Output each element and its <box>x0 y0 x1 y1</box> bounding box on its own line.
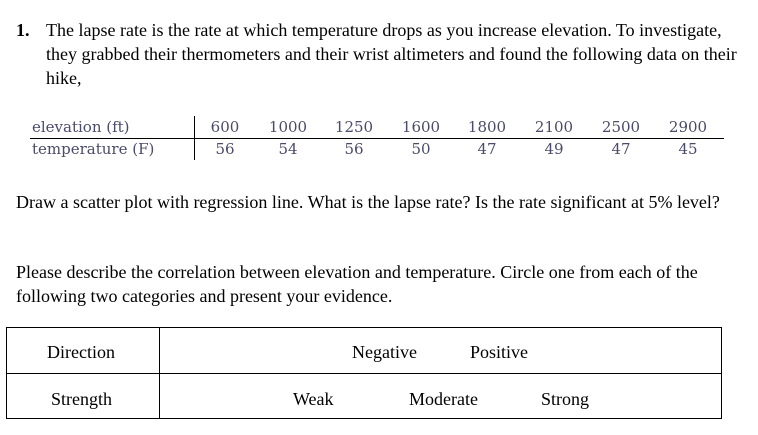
direction-option-negative[interactable]: Negative <box>352 342 417 362</box>
question-number: 1. <box>16 20 30 40</box>
temperature-value: 47 <box>611 140 631 158</box>
choice-column-divider <box>159 328 160 418</box>
question-block: 1. The lapse rate is the rate at which t… <box>16 18 746 90</box>
temperature-value: 54 <box>278 140 298 158</box>
strength-option-strong[interactable]: Strong <box>541 389 590 409</box>
elevation-value: 2100 <box>534 118 574 136</box>
elevation-label: elevation (ft) <box>32 118 130 136</box>
temperature-label: temperature (F) <box>32 140 155 158</box>
elevation-value: 600 <box>210 118 240 136</box>
elevation-value: 1000 <box>268 118 308 136</box>
elevation-value: 2900 <box>668 118 708 136</box>
correlation-prompt: Please describe the correlation between … <box>16 262 698 306</box>
strength-option-moderate[interactable]: Moderate <box>409 389 478 409</box>
direction-option-positive[interactable]: Positive <box>470 342 529 362</box>
temperature-value: 56 <box>215 140 235 158</box>
direction-label: Direction <box>47 342 115 362</box>
choice-row-divider <box>7 373 721 374</box>
elevation-value: 1600 <box>401 118 441 136</box>
temperature-value: 45 <box>678 140 698 158</box>
choice-table: Direction Negative Positive Strength Wea… <box>6 327 722 419</box>
temperature-value: 47 <box>477 140 497 158</box>
elevation-value: 1800 <box>467 118 507 136</box>
strength-option-weak[interactable]: Weak <box>293 389 334 409</box>
elevation-value: 1250 <box>334 118 374 136</box>
strength-label: Strength <box>51 389 112 409</box>
scatter-plot-prompt: Draw a scatter plot with regression line… <box>16 192 720 212</box>
elevation-value: 2500 <box>601 118 641 136</box>
table-horizontal-rule <box>30 138 724 139</box>
question-text: The lapse rate is the rate at which temp… <box>46 20 737 88</box>
temperature-value: 56 <box>344 140 364 158</box>
temperature-value: 49 <box>544 140 564 158</box>
temperature-value: 50 <box>411 140 431 158</box>
